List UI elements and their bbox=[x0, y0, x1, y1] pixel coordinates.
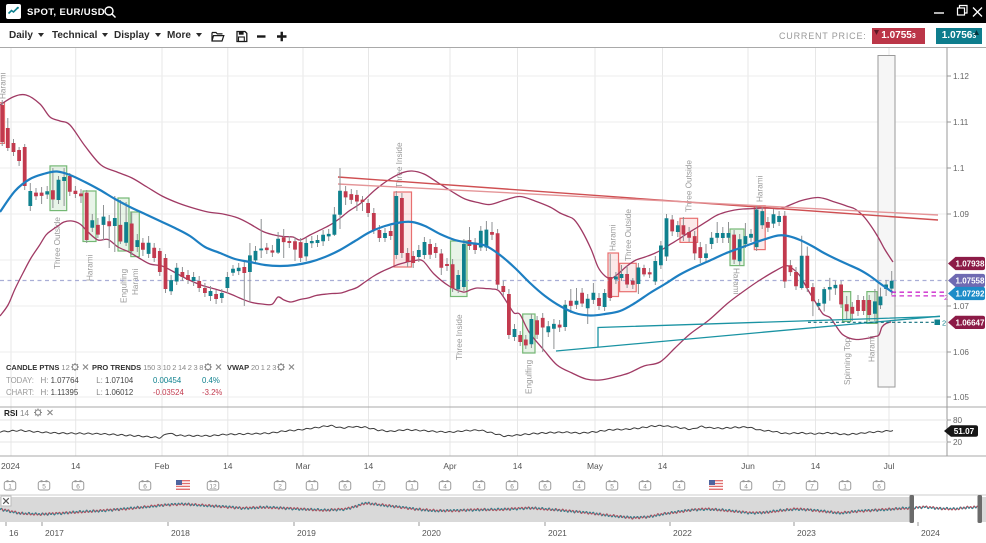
svg-text:Engulfing: Engulfing bbox=[120, 268, 129, 303]
svg-text:Three Outside: Three Outside bbox=[53, 217, 62, 269]
svg-text:Three Inside: Three Inside bbox=[455, 314, 464, 360]
svg-text:5: 5 bbox=[42, 484, 46, 491]
svg-text:6: 6 bbox=[510, 484, 514, 491]
svg-text:6: 6 bbox=[877, 484, 881, 491]
svg-text:L: 1.07104: L: 1.07104 bbox=[96, 376, 134, 385]
svg-text:6: 6 bbox=[343, 484, 347, 491]
svg-text:2021: 2021 bbox=[548, 528, 567, 538]
svg-text:0.4%: 0.4% bbox=[202, 376, 220, 385]
svg-text:80: 80 bbox=[953, 416, 963, 425]
svg-text:14: 14 bbox=[811, 461, 821, 471]
svg-text:2017: 2017 bbox=[45, 528, 64, 538]
svg-text:CANDLE PTNS 12: CANDLE PTNS 12 bbox=[6, 363, 70, 372]
svg-text:1.06: 1.06 bbox=[953, 348, 969, 357]
svg-text:6: 6 bbox=[543, 484, 547, 491]
svg-text:2: 2 bbox=[278, 484, 282, 491]
svg-text:14: 14 bbox=[658, 461, 668, 471]
svg-text:7: 7 bbox=[377, 484, 381, 491]
svg-text:20: 20 bbox=[953, 438, 963, 447]
svg-text:2: 2 bbox=[942, 319, 946, 328]
svg-text:Harami: Harami bbox=[756, 175, 765, 202]
svg-text:14: 14 bbox=[71, 461, 81, 471]
svg-text:7: 7 bbox=[777, 484, 781, 491]
svg-text:4: 4 bbox=[577, 484, 581, 491]
svg-text:1: 1 bbox=[843, 484, 847, 491]
svg-text:-3.2%: -3.2% bbox=[202, 388, 222, 397]
svg-text:0.00454: 0.00454 bbox=[153, 376, 182, 385]
svg-text:PRO TRENDS 150 3 10 2 14 2 3 8: PRO TRENDS 150 3 10 2 14 2 3 8 bbox=[92, 363, 203, 372]
svg-text:2020: 2020 bbox=[422, 528, 441, 538]
svg-text:1.12: 1.12 bbox=[953, 72, 969, 81]
svg-text:RSI 14: RSI 14 bbox=[4, 409, 29, 418]
svg-text:Harami: Harami bbox=[868, 335, 877, 362]
svg-text:1.11: 1.11 bbox=[953, 118, 969, 127]
svg-text:1.07558: 1.07558 bbox=[956, 277, 985, 286]
svg-text:6: 6 bbox=[143, 484, 147, 491]
svg-text:4: 4 bbox=[443, 484, 447, 491]
svg-text:14: 14 bbox=[364, 461, 374, 471]
svg-text:Harami: Harami bbox=[0, 72, 8, 99]
svg-text:H: 1.11395: H: 1.11395 bbox=[41, 388, 79, 397]
svg-text:6: 6 bbox=[76, 484, 80, 491]
svg-text:Three Outside: Three Outside bbox=[624, 209, 633, 261]
svg-text:Harami: Harami bbox=[609, 224, 618, 251]
svg-text:Harami: Harami bbox=[131, 268, 140, 295]
svg-text:2022: 2022 bbox=[673, 528, 692, 538]
svg-text:1.07938: 1.07938 bbox=[956, 260, 985, 269]
svg-text:Three Outside: Three Outside bbox=[685, 160, 694, 212]
svg-text:H: 1.07764: H: 1.07764 bbox=[41, 376, 80, 385]
svg-text:-0.03524: -0.03524 bbox=[153, 388, 184, 397]
svg-text:VWAP 20 1 2 3: VWAP 20 1 2 3 bbox=[227, 363, 276, 372]
svg-text:Spinning Top: Spinning Top bbox=[843, 337, 852, 385]
svg-text:1.09: 1.09 bbox=[953, 210, 969, 219]
svg-text:May: May bbox=[587, 461, 604, 471]
svg-text:1: 1 bbox=[410, 484, 414, 491]
svg-text:1.05: 1.05 bbox=[953, 393, 969, 402]
svg-text:2024: 2024 bbox=[1, 461, 20, 471]
svg-text:2: 2 bbox=[944, 293, 948, 302]
svg-text:Harami: Harami bbox=[732, 268, 741, 295]
svg-text:Jun: Jun bbox=[741, 461, 755, 471]
svg-text:12: 12 bbox=[209, 484, 217, 491]
svg-text:4: 4 bbox=[477, 484, 481, 491]
svg-text:51.07: 51.07 bbox=[954, 427, 975, 436]
svg-text:1.06647: 1.06647 bbox=[956, 318, 985, 327]
svg-text:1: 1 bbox=[8, 484, 12, 491]
svg-text:2023: 2023 bbox=[797, 528, 816, 538]
svg-text:L: 1.06012: L: 1.06012 bbox=[96, 388, 133, 397]
svg-text:Three Inside: Three Inside bbox=[395, 142, 404, 188]
svg-text:2018: 2018 bbox=[171, 528, 190, 538]
svg-text:7: 7 bbox=[810, 484, 814, 491]
svg-text:Engulfing: Engulfing bbox=[525, 359, 534, 394]
svg-text:14: 14 bbox=[223, 461, 233, 471]
svg-text:Mar: Mar bbox=[296, 461, 311, 471]
svg-text:Jul: Jul bbox=[884, 461, 895, 471]
svg-text:4: 4 bbox=[677, 484, 681, 491]
svg-text:1.07292: 1.07292 bbox=[956, 290, 985, 299]
svg-text:Harami: Harami bbox=[86, 254, 95, 281]
svg-text:2019: 2019 bbox=[297, 528, 316, 538]
svg-text:CHART:: CHART: bbox=[6, 388, 34, 397]
svg-text:1.1: 1.1 bbox=[953, 164, 965, 173]
svg-text:5: 5 bbox=[610, 484, 614, 491]
svg-text:TODAY:: TODAY: bbox=[6, 376, 34, 385]
svg-text:14: 14 bbox=[513, 461, 523, 471]
svg-text:Apr: Apr bbox=[443, 461, 456, 471]
svg-text:1.07: 1.07 bbox=[953, 302, 969, 311]
svg-text:1: 1 bbox=[310, 484, 314, 491]
svg-text:Feb: Feb bbox=[155, 461, 170, 471]
svg-text:4: 4 bbox=[744, 484, 748, 491]
svg-text:2024: 2024 bbox=[921, 528, 940, 538]
svg-text:16: 16 bbox=[9, 528, 19, 538]
svg-text:4: 4 bbox=[643, 484, 647, 491]
